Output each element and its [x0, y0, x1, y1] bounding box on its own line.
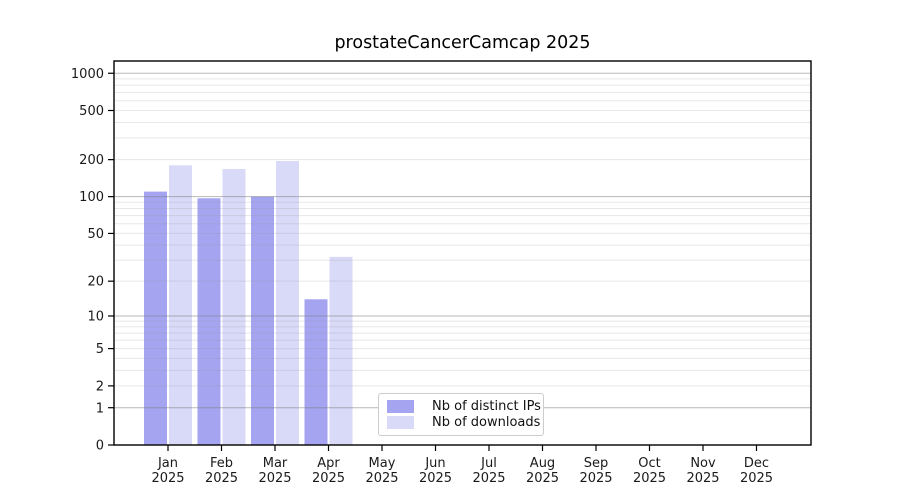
bar-downloads-apr	[329, 256, 353, 445]
y-tick-label-50: 50	[87, 227, 104, 242]
x-tick-label-month-jul: Jul	[480, 456, 497, 471]
legend-row-distinct-ips: Nb of distinct IPs	[387, 399, 541, 413]
legend-row-downloads: Nb of downloads	[387, 416, 540, 430]
bar-downloads-feb	[222, 168, 246, 445]
bar-distinct-ips-apr	[304, 299, 328, 445]
x-tick-label-year-mar: 2025	[258, 471, 291, 486]
x-tick-label-year-jul: 2025	[472, 471, 505, 486]
x-tick-label-year-nov: 2025	[686, 471, 719, 486]
y-tick-label-1: 1	[96, 401, 104, 416]
y-tick-label-200: 200	[79, 153, 104, 168]
legend-swatch-distinct-ips-icon	[387, 399, 414, 413]
y-tick-label-5: 5	[96, 342, 104, 357]
x-tick-label-month-feb: Feb	[210, 456, 233, 471]
legend-swatch-downloads-icon	[387, 416, 414, 430]
x-tick-label-year-oct: 2025	[633, 471, 666, 486]
y-tick-label-100: 100	[79, 190, 104, 205]
x-tick-label-month-jan: Jan	[157, 456, 178, 471]
y-tick-label-2: 2	[96, 379, 104, 394]
y-tick-label-10: 10	[87, 310, 104, 325]
bar-downloads-mar	[276, 160, 299, 445]
x-tick-label-year-dec: 2025	[740, 471, 773, 486]
x-tick-label-month-dec: Dec	[744, 456, 769, 471]
x-tick-label-year-apr: 2025	[312, 471, 345, 486]
y-tick-label-0: 0	[96, 439, 104, 454]
x-tick-label-year-sep: 2025	[579, 471, 612, 486]
x-tick-label-year-may: 2025	[365, 471, 398, 486]
y-tick-label-500: 500	[79, 104, 104, 119]
y-tick-label-20: 20	[87, 275, 104, 290]
x-tick-label-month-mar: Mar	[263, 456, 288, 471]
x-tick-label-month-oct: Oct	[638, 456, 660, 471]
x-tick-label-year-aug: 2025	[526, 471, 559, 486]
x-tick-label-month-may: May	[369, 456, 396, 471]
legend-label-downloads: Nb of downloads	[432, 415, 541, 431]
x-tick-label-month-apr: Apr	[317, 456, 340, 471]
x-tick-label-month-sep: Sep	[584, 456, 609, 471]
x-tick-label-year-jan: 2025	[151, 471, 184, 486]
legend: Nb of distinct IPs Nb of downloads	[378, 393, 544, 436]
y-tick-label-1000: 1000	[71, 67, 104, 82]
chart-title: prostateCancerCamcap 2025	[334, 33, 591, 53]
bar-distinct-ips-mar	[251, 196, 274, 445]
legend-label-distinct-ips: Nb of distinct IPs	[432, 398, 541, 414]
bar-distinct-ips-feb	[197, 198, 221, 445]
x-tick-label-year-jun: 2025	[419, 471, 452, 486]
bar-distinct-ips-jan	[144, 191, 167, 445]
plot-border	[113, 60, 812, 446]
x-tick-label-month-aug: Aug	[530, 456, 555, 471]
x-tick-label-year-feb: 2025	[205, 471, 238, 486]
x-tick-label-month-nov: Nov	[690, 456, 716, 471]
bar-downloads-jan	[169, 165, 192, 446]
x-tick-label-month-jun: Jun	[424, 456, 445, 471]
